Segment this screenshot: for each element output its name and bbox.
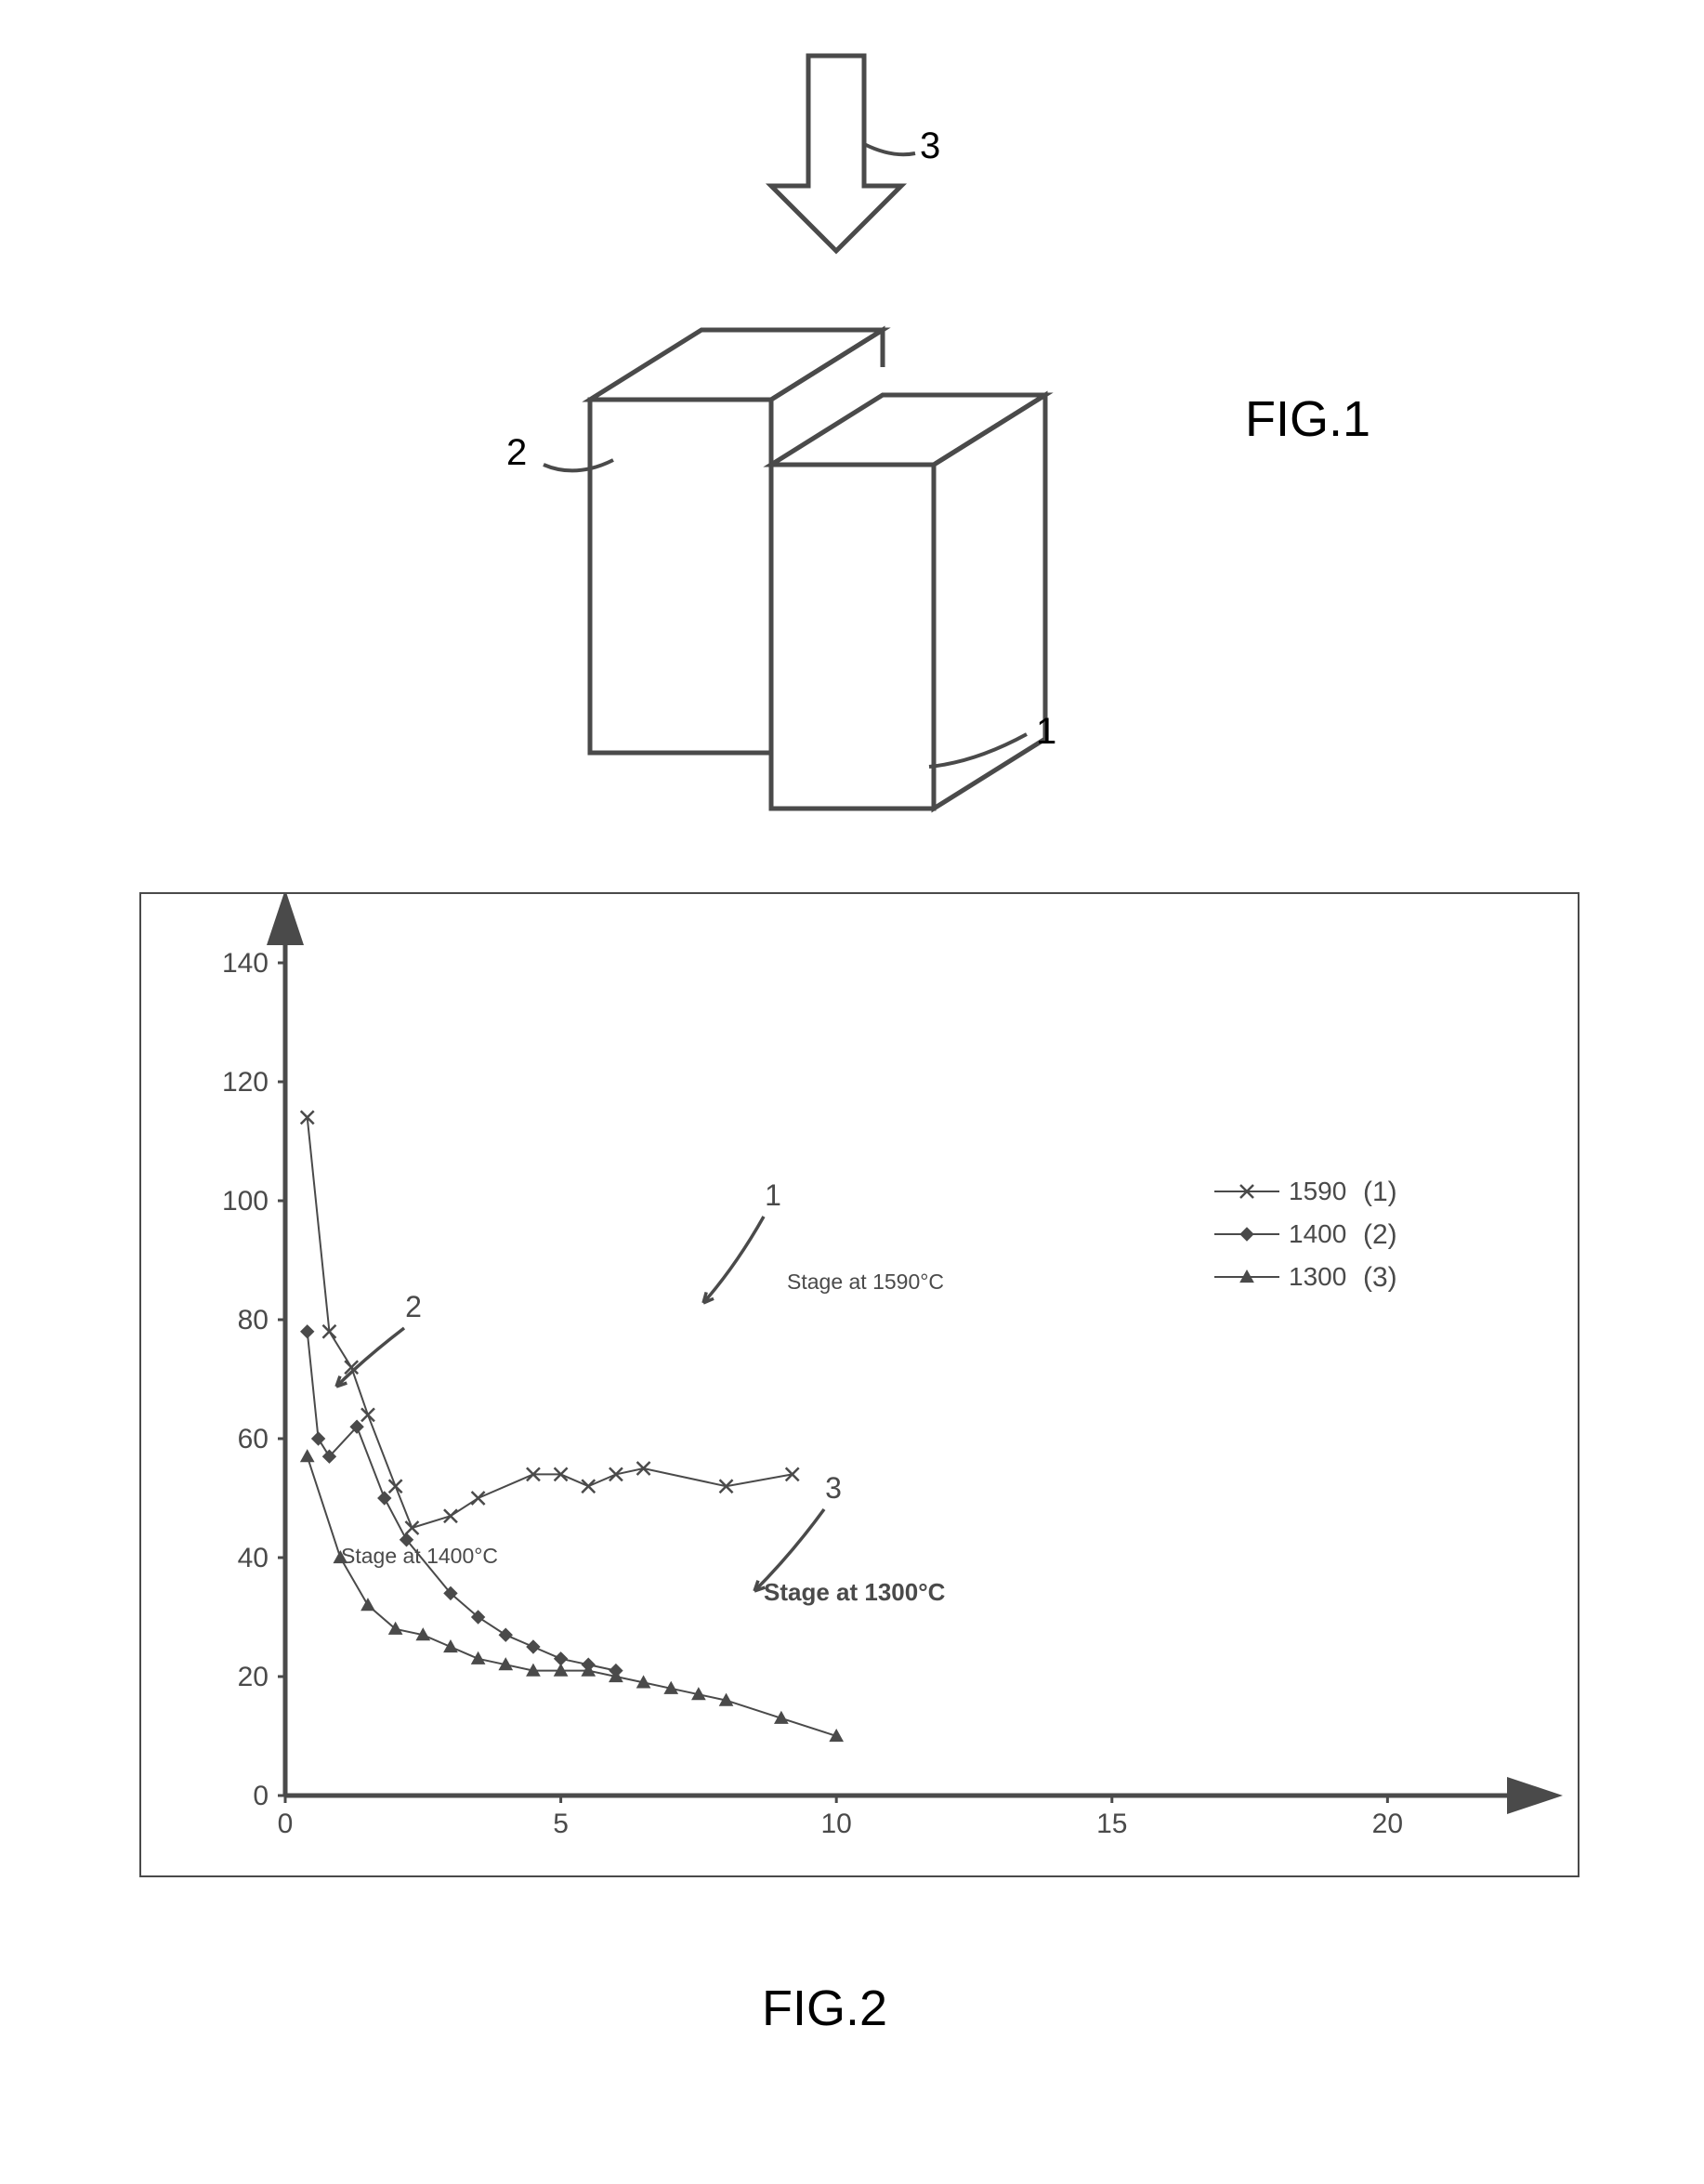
svg-text:Stage at 1400°C: Stage at 1400°C	[341, 1544, 498, 1568]
svg-text:40: 40	[238, 1543, 269, 1573]
arrow-shape	[771, 56, 901, 251]
svg-text:2: 2	[405, 1290, 422, 1323]
svg-text:(2): (2)	[1363, 1219, 1397, 1250]
fig1-callout-2: 2	[506, 432, 527, 474]
block-back	[590, 330, 883, 753]
svg-text:140: 140	[222, 948, 269, 979]
svg-text:1400: 1400	[1289, 1219, 1346, 1248]
fig1-callout-1: 1	[1036, 711, 1056, 753]
svg-text:0: 0	[278, 1809, 294, 1839]
svg-text:(1): (1)	[1363, 1177, 1397, 1207]
fig1-callout-3: 3	[920, 125, 940, 167]
fig2-label: FIG.2	[762, 1980, 887, 2037]
svg-text:80: 80	[238, 1305, 269, 1335]
svg-text:100: 100	[222, 1186, 269, 1217]
svg-text:10: 10	[820, 1809, 851, 1839]
svg-text:(3): (3)	[1363, 1262, 1397, 1293]
svg-text:Stage at 1590°C: Stage at 1590°C	[787, 1270, 944, 1294]
svg-text:5: 5	[553, 1809, 569, 1839]
fig1-label: FIG.1	[1245, 390, 1370, 448]
page-container: 3 2 1 FIG.1 0204060801001201400510152015…	[0, 0, 1704, 2184]
svg-text:15: 15	[1096, 1809, 1127, 1839]
svg-text:1: 1	[765, 1178, 781, 1212]
chart-container: 020406080100120140051015201590(1)1400(2)…	[139, 892, 1579, 1877]
svg-text:1590: 1590	[1289, 1177, 1346, 1205]
chart-svg: 020406080100120140051015201590(1)1400(2)…	[141, 894, 1581, 1879]
callout-curve-2	[544, 460, 613, 470]
svg-text:120: 120	[222, 1067, 269, 1098]
callout-curve-3	[864, 144, 915, 154]
svg-text:20: 20	[1372, 1809, 1403, 1839]
svg-text:Stage at 1300°C: Stage at 1300°C	[764, 1578, 946, 1606]
svg-text:60: 60	[238, 1424, 269, 1454]
svg-text:1300: 1300	[1289, 1262, 1346, 1291]
svg-text:0: 0	[253, 1781, 269, 1811]
figure1-svg	[0, 0, 1704, 836]
svg-text:3: 3	[825, 1471, 842, 1505]
svg-text:20: 20	[238, 1662, 269, 1692]
